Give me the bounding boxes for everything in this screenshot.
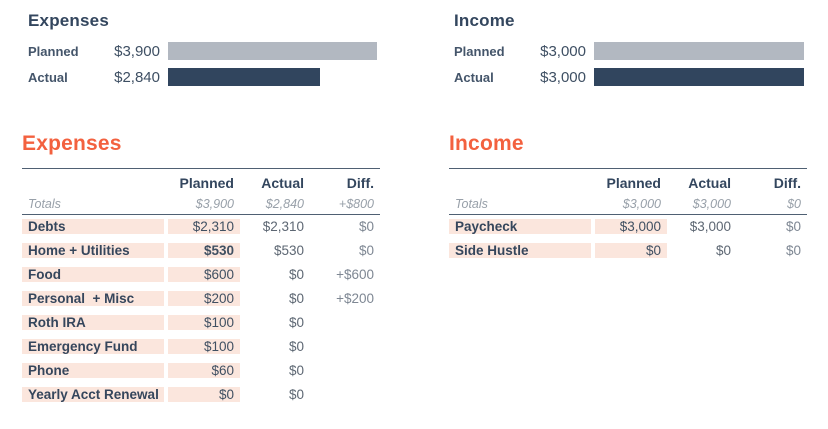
column-header-planned: Planned bbox=[606, 175, 661, 191]
table-row-roth-ira[interactable]: Roth IRA $100 $0 bbox=[22, 311, 380, 334]
actual-value: $3,000 bbox=[540, 68, 586, 86]
planned-value: $3,000 bbox=[540, 42, 586, 60]
income-summary-chart: Income Planned $3,000 Actual $3,000 bbox=[454, 12, 804, 94]
table-row-yearly-acct-renewal[interactable]: Yearly Acct Renewal $0 $0 bbox=[22, 383, 380, 406]
column-header-actual: Actual bbox=[688, 175, 731, 191]
income-table-section: Income Planned Actual Diff. Totals $3,00… bbox=[449, 133, 807, 263]
income-planned-summary-row: Planned $3,000 bbox=[454, 42, 804, 60]
row-label: Yearly Acct Renewal bbox=[22, 387, 168, 402]
table-row-food[interactable]: Food $600 $0 +$600 bbox=[22, 263, 380, 286]
row-actual: $0 bbox=[288, 387, 304, 402]
row-actual: $0 bbox=[288, 315, 304, 330]
column-header-planned: Planned bbox=[179, 175, 234, 191]
row-actual: $0 bbox=[715, 243, 731, 258]
expenses-table-section: Expenses Planned Actual Diff. Totals $3,… bbox=[22, 133, 380, 407]
row-actual: $3,000 bbox=[689, 219, 731, 234]
summary-row-text: Planned $3,900 bbox=[28, 43, 160, 60]
expenses-table-title: Expenses bbox=[22, 132, 122, 155]
totals-planned: $3,900 bbox=[195, 197, 234, 211]
row-diff: $0 bbox=[785, 243, 801, 258]
row-label: Personal + Misc bbox=[22, 291, 168, 306]
actual-bar bbox=[168, 68, 321, 86]
row-planned: $60 bbox=[168, 363, 240, 378]
row-label: Phone bbox=[22, 363, 168, 378]
row-planned: $0 bbox=[168, 387, 240, 402]
row-actual: $0 bbox=[288, 291, 304, 306]
actual-bar-track bbox=[594, 68, 804, 86]
actual-value: $2,840 bbox=[114, 68, 160, 86]
totals-diff: $0 bbox=[787, 197, 801, 211]
table-row-phone[interactable]: Phone $60 $0 bbox=[22, 359, 380, 382]
row-diff: $0 bbox=[358, 219, 374, 234]
row-planned: $0 bbox=[595, 243, 667, 258]
summary-row-text: Planned $3,000 bbox=[454, 43, 586, 60]
row-planned: $100 bbox=[168, 315, 240, 330]
row-actual: $0 bbox=[288, 339, 304, 354]
expenses-actual-summary-row: Actual $2,840 bbox=[28, 68, 377, 86]
summary-row-text: Actual $2,840 bbox=[28, 69, 160, 86]
totals-actual: $2,840 bbox=[265, 197, 304, 211]
planned-label: Planned bbox=[454, 43, 505, 59]
row-actual: $530 bbox=[273, 243, 304, 258]
row-label: Side Hustle bbox=[449, 243, 595, 258]
actual-label: Actual bbox=[454, 69, 494, 85]
planned-bar bbox=[168, 42, 377, 60]
totals-planned: $3,000 bbox=[622, 197, 661, 211]
row-actual: $0 bbox=[288, 363, 304, 378]
column-header-diff: Diff. bbox=[773, 175, 801, 191]
income-table: Planned Actual Diff. Totals $3,000 $3,00… bbox=[449, 168, 807, 262]
income-actual-summary-row: Actual $3,000 bbox=[454, 68, 804, 86]
row-label: Debts bbox=[22, 219, 168, 234]
table-row-side-hustle[interactable]: Side Hustle $0 $0 $0 bbox=[449, 239, 807, 262]
table-row-debts[interactable]: Debts $2,310 $2,310 $0 bbox=[22, 215, 380, 238]
table-row-home-utilities[interactable]: Home + Utilities $530 $530 $0 bbox=[22, 239, 380, 262]
actual-label: Actual bbox=[28, 69, 68, 85]
row-planned: $600 bbox=[168, 267, 240, 282]
planned-bar-track bbox=[168, 42, 377, 60]
row-diff: $0 bbox=[785, 219, 801, 234]
planned-value: $3,900 bbox=[114, 42, 160, 60]
row-planned: $100 bbox=[168, 339, 240, 354]
row-label: Food bbox=[22, 267, 168, 282]
income-table-title: Income bbox=[449, 132, 524, 155]
actual-bar bbox=[594, 68, 804, 86]
table-row-personal-misc[interactable]: Personal + Misc $200 $0 +$200 bbox=[22, 287, 380, 310]
expenses-totals-row: Totals $3,900 $2,840 +$800 bbox=[22, 194, 380, 215]
expenses-header-row: Planned Actual Diff. bbox=[22, 169, 380, 194]
row-actual: $0 bbox=[288, 267, 304, 282]
expenses-table: Planned Actual Diff. Totals $3,900 $2,84… bbox=[22, 168, 380, 406]
planned-label: Planned bbox=[28, 43, 79, 59]
totals-actual: $3,000 bbox=[692, 197, 731, 211]
planned-bar-track bbox=[594, 42, 804, 60]
row-label: Home + Utilities bbox=[22, 243, 168, 258]
expenses-planned-summary-row: Planned $3,900 bbox=[28, 42, 377, 60]
totals-label: Totals bbox=[28, 197, 61, 211]
row-planned: $530 bbox=[168, 243, 240, 258]
row-planned: $3,000 bbox=[595, 219, 667, 234]
expenses-summary-chart: Expenses Planned $3,900 Actual $2,840 bbox=[28, 12, 377, 94]
summary-row-text: Actual $3,000 bbox=[454, 69, 586, 86]
expenses-summary-title: Expenses bbox=[28, 11, 109, 30]
income-header-row: Planned Actual Diff. bbox=[449, 169, 807, 194]
row-planned: $200 bbox=[168, 291, 240, 306]
income-totals-row: Totals $3,000 $3,000 $0 bbox=[449, 194, 807, 215]
row-diff: +$200 bbox=[336, 291, 374, 306]
totals-diff: +$800 bbox=[338, 197, 374, 211]
row-planned: $2,310 bbox=[168, 219, 240, 234]
column-header-diff: Diff. bbox=[346, 175, 374, 191]
row-label: Roth IRA bbox=[22, 315, 168, 330]
row-label: Emergency Fund bbox=[22, 339, 168, 354]
row-diff: $0 bbox=[358, 243, 374, 258]
actual-bar-track bbox=[168, 68, 377, 86]
table-row-emergency-fund[interactable]: Emergency Fund $100 $0 bbox=[22, 335, 380, 358]
column-header-actual: Actual bbox=[261, 175, 304, 191]
row-diff: +$600 bbox=[336, 267, 374, 282]
totals-label: Totals bbox=[455, 197, 488, 211]
row-actual: $2,310 bbox=[262, 219, 304, 234]
table-row-paycheck[interactable]: Paycheck $3,000 $3,000 $0 bbox=[449, 215, 807, 238]
row-label: Paycheck bbox=[449, 219, 595, 234]
income-summary-title: Income bbox=[454, 11, 515, 30]
planned-bar bbox=[594, 42, 804, 60]
